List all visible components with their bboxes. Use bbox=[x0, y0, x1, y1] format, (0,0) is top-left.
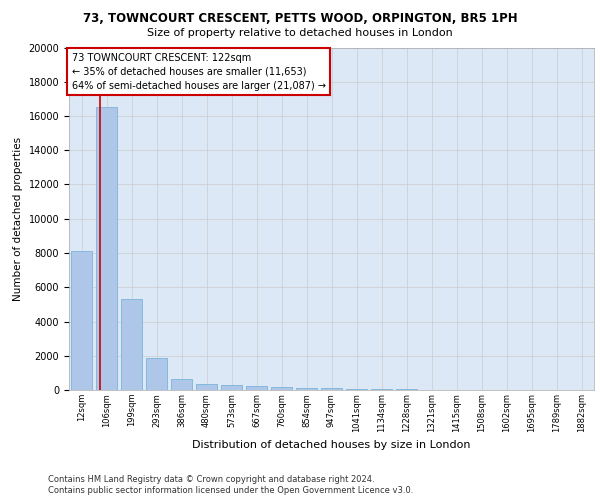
Bar bbox=[96, 108, 117, 390]
Text: Contains HM Land Registry data © Crown copyright and database right 2024.: Contains HM Land Registry data © Crown c… bbox=[48, 475, 374, 484]
Y-axis label: Number of detached properties: Number of detached properties bbox=[13, 136, 23, 301]
Bar bbox=[121, 299, 142, 390]
X-axis label: Distribution of detached houses by size in London: Distribution of detached houses by size … bbox=[192, 440, 471, 450]
Text: 73 TOWNCOURT CRESCENT: 122sqm
← 35% of detached houses are smaller (11,653)
64% : 73 TOWNCOURT CRESCENT: 122sqm ← 35% of d… bbox=[71, 52, 326, 90]
Bar bbox=[346, 389, 367, 390]
Bar bbox=[221, 386, 242, 390]
Bar bbox=[171, 379, 192, 390]
Text: Contains public sector information licensed under the Open Government Licence v3: Contains public sector information licen… bbox=[48, 486, 413, 495]
Bar bbox=[296, 388, 317, 390]
Bar bbox=[246, 386, 267, 390]
Bar bbox=[71, 252, 92, 390]
Text: 73, TOWNCOURT CRESCENT, PETTS WOOD, ORPINGTON, BR5 1PH: 73, TOWNCOURT CRESCENT, PETTS WOOD, ORPI… bbox=[83, 12, 517, 26]
Bar bbox=[196, 384, 217, 390]
Bar bbox=[321, 388, 342, 390]
Bar bbox=[271, 386, 292, 390]
Text: Size of property relative to detached houses in London: Size of property relative to detached ho… bbox=[147, 28, 453, 38]
Bar bbox=[146, 358, 167, 390]
